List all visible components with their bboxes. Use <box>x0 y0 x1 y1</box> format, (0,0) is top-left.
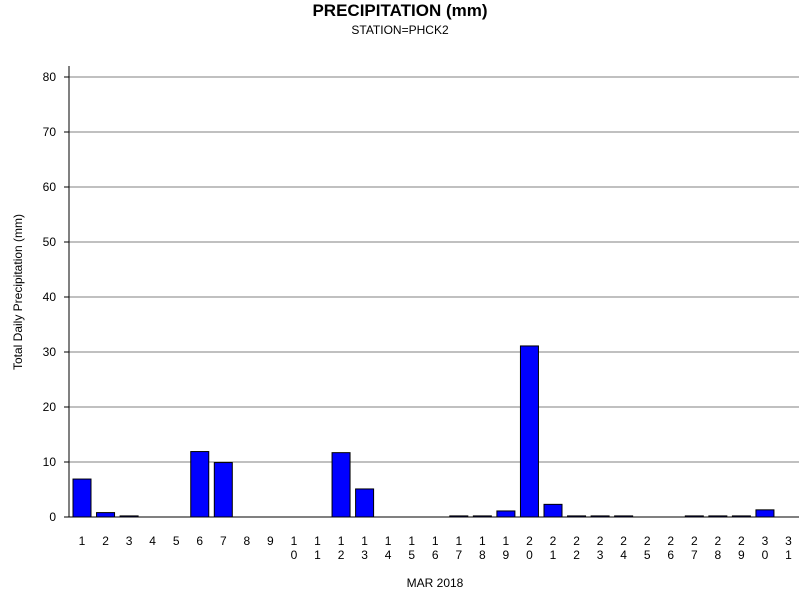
chart-subtitle: STATION=PHCK2 <box>351 23 449 37</box>
bar-day-13 <box>355 488 375 518</box>
x-ticks: 1 2 3 4 5 6 7 8 9 1 01 11 21 31 41 51 61 71 81 92 02 12 22 32 42… <box>79 534 793 562</box>
bar-day-21 <box>543 503 563 518</box>
gridlines <box>69 76 799 463</box>
bar-day-30 <box>755 509 775 518</box>
x-tick-label: 5 <box>173 534 180 548</box>
y-tick-label: 40 <box>43 290 57 304</box>
y-tick-label: 70 <box>43 125 57 139</box>
x-tick-label: 8 <box>244 534 251 548</box>
y-tick-label: 10 <box>43 455 57 469</box>
x-tick-label: 2 <box>102 534 109 548</box>
y-tick-label: 50 <box>43 235 57 249</box>
y-tick-label: 30 <box>43 345 57 359</box>
bar-day-19 <box>496 510 516 518</box>
bar-day-2 <box>96 512 116 518</box>
chart-title: PRECIPITATION (mm) <box>312 1 488 20</box>
y-axis-label: Total Daily Precipitation (mm) <box>11 214 25 370</box>
bar-day-20 <box>519 345 539 518</box>
bar-day-1 <box>72 478 92 518</box>
y-tick-label: 20 <box>43 400 57 414</box>
bar-day-12 <box>331 452 351 518</box>
y-tick-label: 80 <box>43 70 57 84</box>
axes <box>68 66 799 518</box>
bars <box>72 345 775 518</box>
y-tick-label: 0 <box>49 510 56 524</box>
x-tick-label: 1 <box>79 534 86 548</box>
x-tick-label: 9 <box>267 534 274 548</box>
y-ticks: 0 10 20 30 40 50 60 70 80 <box>43 70 69 524</box>
x-tick-label: 4 <box>149 534 156 548</box>
x-tick-label: 7 <box>220 534 227 548</box>
bar-day-6 <box>190 451 210 518</box>
x-tick-label: 6 <box>196 534 203 548</box>
bar-day-7 <box>213 462 233 518</box>
x-tick-label: 3 <box>126 534 133 548</box>
x-axis-label: MAR 2018 <box>407 576 464 590</box>
y-tick-label: 60 <box>43 180 57 194</box>
